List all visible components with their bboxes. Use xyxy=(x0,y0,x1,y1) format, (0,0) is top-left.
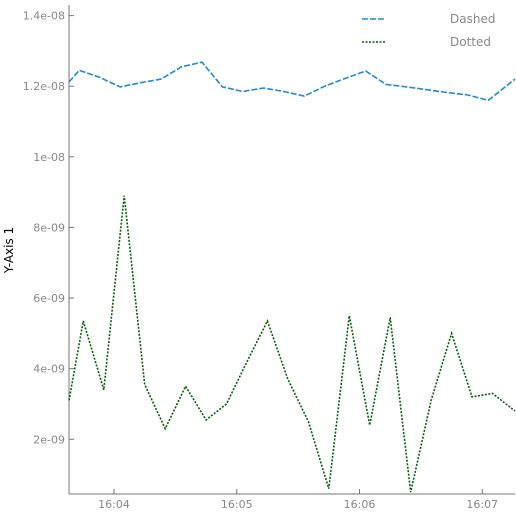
y-axis-label: Y-Axis 1 xyxy=(2,227,16,274)
y-tick-label: 1.4e-08 xyxy=(23,10,65,23)
y-tick-label: 1.2e-08 xyxy=(23,80,65,93)
y-tick-label: 6e-09 xyxy=(33,292,65,305)
y-tick-label: 2e-09 xyxy=(33,433,65,446)
x-tick-label: 16:06 xyxy=(344,498,376,511)
x-tick-label: 16:04 xyxy=(98,498,130,511)
y-tick-label: 1e-08 xyxy=(33,151,65,164)
series-line-dotted xyxy=(68,195,516,493)
legend-label-dashed: Dashed xyxy=(450,12,495,26)
x-tick-label: 16:07 xyxy=(466,498,498,511)
x-tick-label: 16:05 xyxy=(221,498,253,511)
y-tick-label: 8e-09 xyxy=(33,221,65,234)
series-line-dashed xyxy=(68,61,516,102)
legend-label-dotted: Dotted xyxy=(450,35,491,49)
y-tick-label: 4e-09 xyxy=(33,363,65,376)
